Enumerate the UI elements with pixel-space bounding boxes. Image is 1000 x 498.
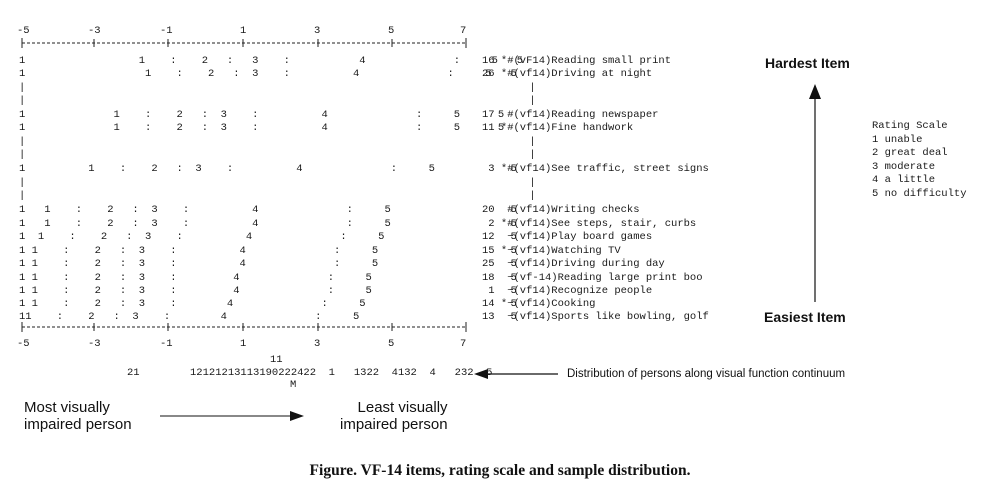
tick-label: -5 — [17, 25, 30, 37]
tick-label: 3 — [314, 25, 321, 37]
most-impaired-label: Most visually impaired person — [24, 399, 132, 433]
hardest-item-label: Hardest Item — [765, 55, 850, 71]
rating-scale-title: Rating Scale — [872, 120, 948, 132]
tick-label: -1 — [160, 25, 173, 37]
rating-scale-item: 4 a little — [872, 174, 936, 186]
item-rating-row: | | — [19, 95, 536, 107]
tick-label: -1 — [160, 338, 173, 350]
item-rating-row: | | — [19, 82, 536, 94]
tick-label: -3 — [88, 25, 101, 37]
item-rating-row: 1 1 : 2 : 3 : 4 : 5 5 — [19, 218, 517, 230]
easiest-item-label: Easiest Item — [764, 309, 846, 325]
tick-label: 7 — [460, 25, 467, 37]
tick-label: 1 — [240, 338, 247, 350]
item-label: 16 *#(vF14)Reading small print — [482, 55, 672, 67]
item-label: 15 *~(vf14)Watching TV — [482, 245, 621, 257]
item-rating-row: 1 1 : 2 : 3 : 4 : 5 5 — [19, 231, 517, 243]
item-label: 25 ~(vf14)Driving during day — [482, 258, 665, 270]
item-rating-row: 1 1 : 2 : 3 : 4 : 5 5 — [19, 204, 517, 216]
item-rating-row: 1 1 : 2 : 3 : 4 : 5 5 — [19, 245, 517, 257]
distribution-label: Distribution of persons along visual fun… — [567, 368, 846, 380]
item-rating-row: | | — [19, 149, 536, 161]
item-label: 18 ~(vf-14)Reading large print boo — [482, 272, 703, 284]
item-rating-row: | | — [19, 190, 536, 202]
item-label: 2 *#(vf14)See steps, stair, curbs — [482, 218, 697, 230]
item-rating-row: 1 1 : 2 : 3 : 4 : 5 5 — [19, 163, 517, 175]
item-rating-row: 1 1 : 2 : 3 : 4 : 5 5 — [19, 298, 517, 310]
item-label: 11 *#(vf14)Fine handwork — [482, 122, 634, 134]
rating-scale-item: 2 great deal — [872, 147, 948, 159]
item-label: 1 ~(vf14)Recognize people — [482, 285, 653, 297]
distribution-mean-marker: M — [290, 379, 297, 391]
distribution-line: 11 — [270, 354, 283, 366]
item-label: 17 #(vf14)Reading newspaper — [482, 109, 659, 121]
item-label: 13 ~(vf14)Sports like bowling, golf — [482, 311, 709, 323]
tick-label: -5 — [17, 338, 30, 350]
item-rating-row: | | — [19, 177, 536, 189]
rating-scale-item: 5 no difficulty — [872, 188, 967, 200]
tick-label: 1 — [240, 25, 247, 37]
item-label: 3 *#(vf14)See traffic, street signs — [482, 163, 709, 175]
item-rating-row: 1 1 : 2 : 3 : 4 : 5 5 — [19, 122, 505, 134]
item-rating-row: 1 1 : 2 : 3 : 4 : 5 5 — [19, 285, 517, 297]
tick-label: 5 — [388, 338, 395, 350]
distribution-line: 21 12121213113190222422 1 1322 4132 4 23… — [127, 367, 493, 379]
item-label: 20 #(vf14)Writing checks — [482, 204, 640, 216]
item-label: 14 *~(vf14)Cooking — [482, 298, 596, 310]
rating-scale-item: 1 unable — [872, 134, 923, 146]
item-rating-row: 1 1 : 2 : 3 : 4 : 5 5 — [19, 272, 517, 284]
item-rating-row: 1 1 : 2 : 3 : 4 : 5 5 — [19, 55, 524, 67]
item-label: 12 ~(vf14)Play board games — [482, 231, 653, 243]
tick-label: -3 — [88, 338, 101, 350]
item-rating-row: 11 : 2 : 3 : 4 : 5 5 — [19, 311, 517, 323]
item-rating-row: | | — [19, 136, 536, 148]
item-rating-row: 1 1 : 2 : 3 : 4 : 5 5 — [19, 258, 517, 270]
tick-label: 3 — [314, 338, 321, 350]
rating-scale-item: 3 moderate — [872, 161, 936, 173]
tick-label: 5 — [388, 25, 395, 37]
tick-label: 7 — [460, 338, 467, 350]
item-label: 26 *#(vf14)Driving at night — [482, 68, 653, 80]
least-impaired-label: Least visually impaired person — [340, 399, 448, 433]
figure-caption: Figure. VF-14 items, rating scale and sa… — [309, 462, 691, 479]
item-rating-row: 1 1 : 2 : 3 : 4 : 5 5 — [19, 109, 505, 121]
item-rating-row: 1 1 : 2 : 3 : 4 : 5 5 — [19, 68, 517, 80]
